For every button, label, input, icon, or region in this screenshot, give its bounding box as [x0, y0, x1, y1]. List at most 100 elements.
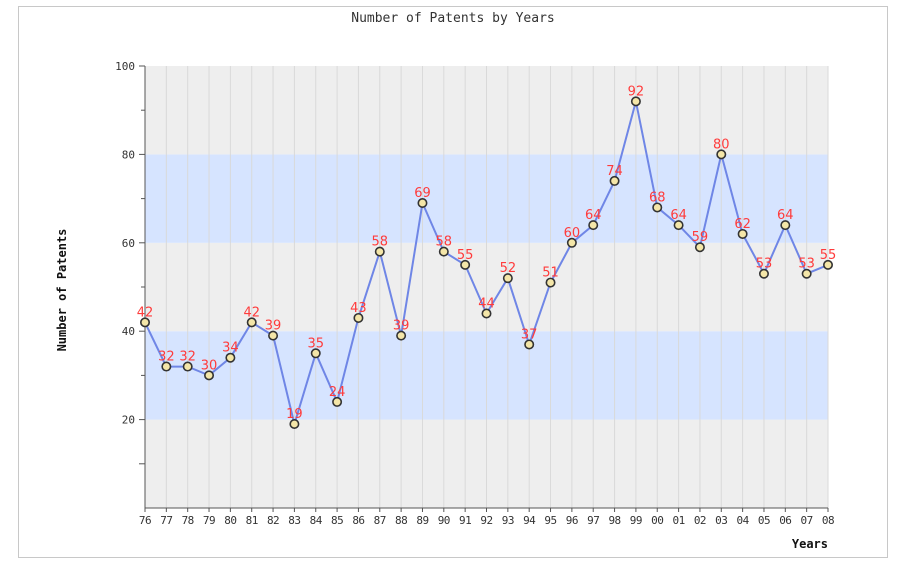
data-label: 19 — [286, 407, 303, 422]
x-tick-label: 08 — [822, 514, 834, 527]
data-label: 64 — [670, 208, 687, 223]
data-point — [652, 202, 663, 213]
data-point — [694, 242, 705, 253]
x-tick-label: 04 — [737, 514, 750, 527]
data-label: 39 — [265, 319, 282, 334]
y-axis-title: Number of Patents — [55, 229, 69, 352]
data-point — [161, 361, 172, 372]
x-tick-label: 83 — [288, 514, 300, 527]
data-point — [780, 220, 791, 231]
y-tick-label: 40 — [122, 325, 135, 338]
data-label: 60 — [564, 226, 581, 241]
data-point — [801, 268, 812, 279]
x-tick-label: 06 — [779, 514, 791, 527]
data-label: 43 — [350, 301, 367, 316]
data-point — [609, 175, 620, 186]
data-label: 58 — [436, 235, 453, 250]
x-tick-label: 95 — [544, 514, 556, 527]
x-tick-label: 98 — [608, 514, 620, 527]
data-label: 32 — [158, 350, 175, 365]
data-point — [716, 149, 727, 160]
x-tick-label: 79 — [203, 514, 215, 527]
data-label: 53 — [756, 257, 773, 272]
y-tick-label: 20 — [122, 414, 135, 427]
data-label: 58 — [372, 235, 389, 250]
data-label: 37 — [521, 327, 538, 342]
data-label: 52 — [500, 261, 517, 276]
data-label: 24 — [329, 385, 346, 400]
x-tick-label: 85 — [331, 514, 343, 527]
x-tick-label: 82 — [267, 514, 279, 527]
x-tick-label: 92 — [480, 514, 492, 527]
data-labels: 42 32 32 30 34 42 39 19 35 24 43 58 39 69 58 55 44 52 37 51… — [137, 84, 837, 422]
x-tick-label: 97 — [587, 514, 599, 527]
x-tick-label: 84 — [310, 514, 323, 527]
data-point — [737, 228, 748, 239]
data-label: 62 — [734, 217, 751, 232]
data-label: 53 — [798, 257, 815, 272]
data-label: 32 — [179, 350, 196, 365]
y-tick-label: 100 — [115, 60, 135, 73]
data-point — [545, 277, 556, 288]
x-tick-label: 05 — [758, 514, 770, 527]
data-label: 30 — [201, 358, 218, 373]
data-point — [332, 396, 343, 407]
data-label: 64 — [777, 208, 794, 223]
x-tick-label: 90 — [438, 514, 450, 527]
data-label: 68 — [649, 190, 666, 205]
x-tick-label: 86 — [352, 514, 364, 527]
data-point — [588, 220, 599, 231]
data-point — [396, 330, 407, 341]
data-label: 34 — [222, 341, 239, 356]
data-label: 74 — [606, 164, 623, 179]
data-label: 69 — [414, 186, 431, 201]
data-label: 39 — [393, 319, 410, 334]
data-point — [310, 348, 321, 359]
data-point — [225, 352, 236, 363]
x-tick-label: 89 — [416, 514, 428, 527]
data-label: 44 — [478, 297, 495, 312]
data-point — [524, 339, 535, 350]
data-point — [204, 370, 215, 381]
data-label: 59 — [692, 230, 709, 245]
x-tick-label: 80 — [224, 514, 236, 527]
x-axis-title: Years — [792, 537, 828, 551]
data-point — [289, 419, 300, 430]
data-point — [822, 259, 833, 270]
x-tick-label: 94 — [523, 514, 536, 527]
x-tick-label: 87 — [374, 514, 386, 527]
y-tick-label: 60 — [122, 237, 135, 250]
x-tick-label: 03 — [715, 514, 727, 527]
x-tick-label: 07 — [801, 514, 813, 527]
data-point — [246, 317, 257, 328]
data-point — [182, 361, 193, 372]
data-label: 42 — [137, 305, 154, 320]
data-point — [758, 268, 769, 279]
x-tick-label: 01 — [672, 514, 684, 527]
data-point — [630, 96, 641, 107]
data-label: 55 — [820, 248, 837, 263]
data-point — [140, 317, 151, 328]
x-tick-labels: 76 77 78 79 80 81 82 83 84 85 86 87 88 89 90 91 92 93 94 95… — [139, 508, 835, 527]
x-tick-label: 77 — [160, 514, 172, 527]
data-point — [353, 312, 364, 323]
x-tick-label: 88 — [395, 514, 407, 527]
data-label: 51 — [542, 266, 559, 281]
x-tick-label: 78 — [182, 514, 194, 527]
data-point — [502, 273, 513, 284]
data-points — [140, 96, 833, 430]
x-tick-label: 76 — [139, 514, 151, 527]
data-point — [673, 220, 684, 231]
data-label: 35 — [307, 336, 324, 351]
data-point — [417, 198, 428, 209]
data-label: 80 — [713, 137, 730, 152]
chart-title: Number of Patents by Years — [351, 11, 555, 26]
x-tick-label: 00 — [651, 514, 663, 527]
data-label: 42 — [243, 305, 260, 320]
y-tick-labels: 20 40 60 80 100 — [115, 60, 145, 465]
data-point — [374, 246, 385, 257]
x-tick-label: 91 — [459, 514, 471, 527]
data-point — [481, 308, 492, 319]
data-label: 92 — [628, 84, 645, 99]
